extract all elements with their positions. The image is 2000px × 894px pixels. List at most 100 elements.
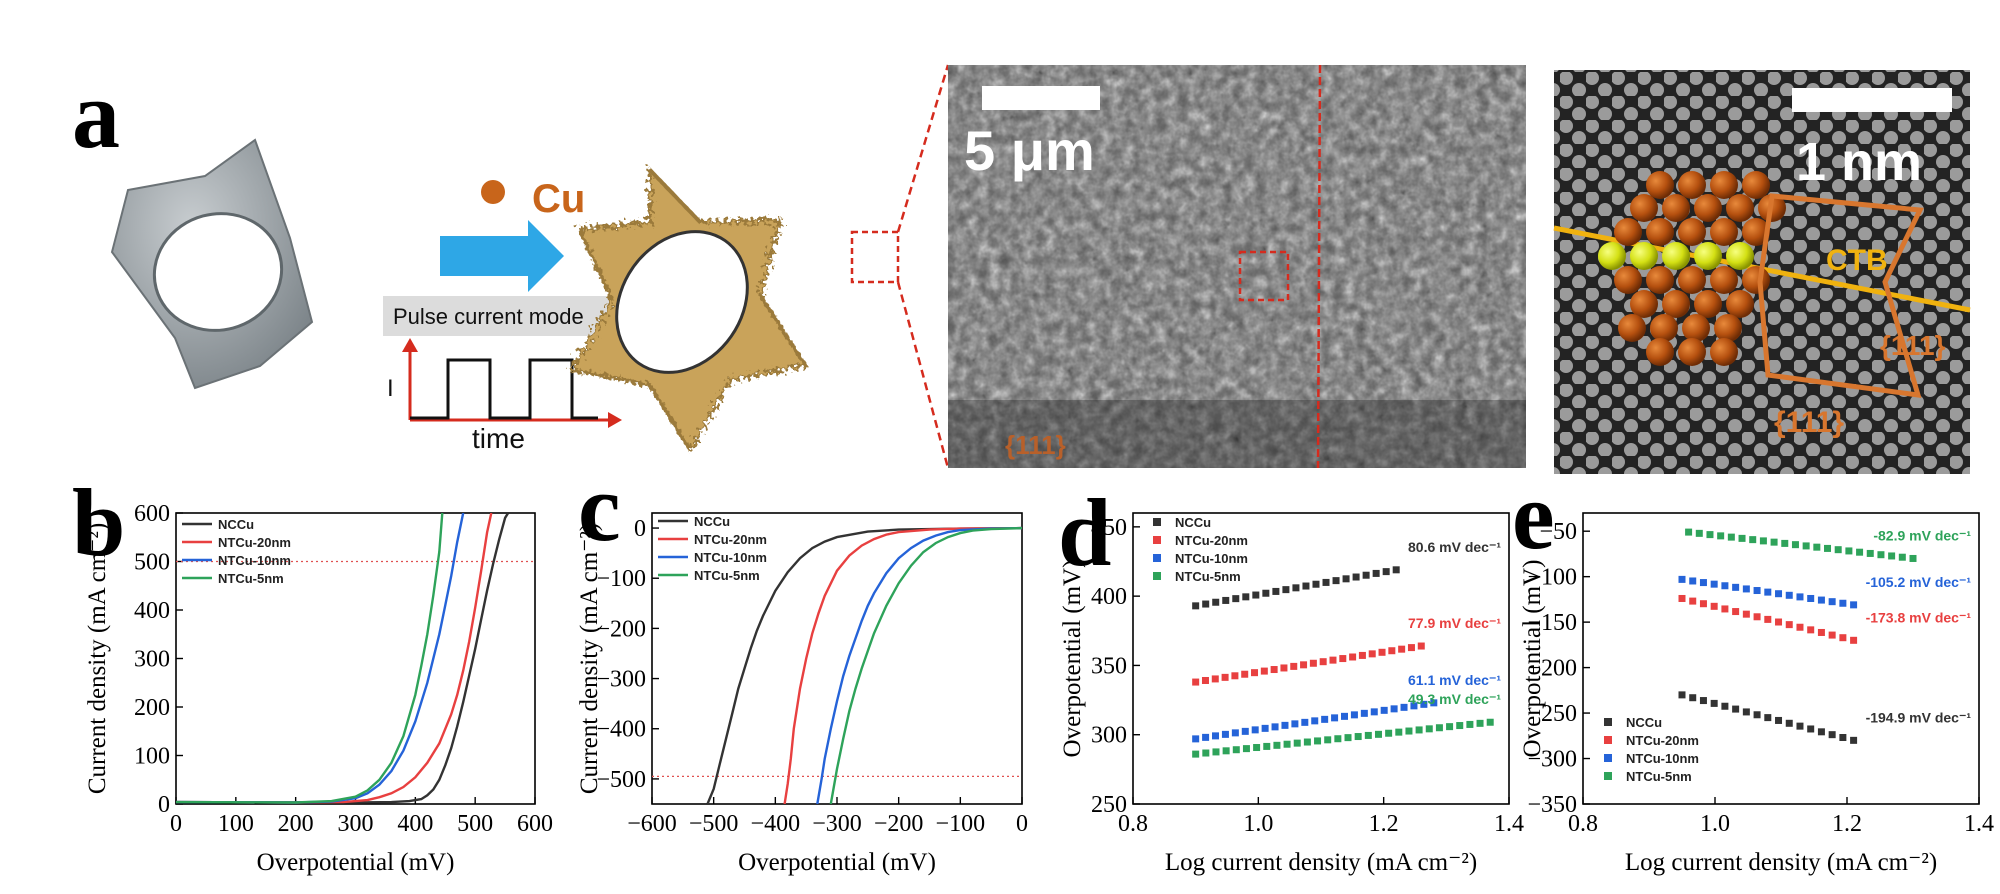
data-point-nccu [1689, 694, 1697, 702]
boundary-atom [1598, 242, 1626, 270]
data-point-nccu [1678, 691, 1686, 699]
y-tick-label: 100 [134, 744, 170, 770]
x-tick-label: 1.2 [1832, 811, 1862, 837]
data-point-ntcu-5nm [1845, 547, 1853, 555]
data-point-ntcu-20nm [1828, 631, 1836, 639]
data-point-ntcu-5nm [1717, 532, 1725, 540]
data-point-nccu [1796, 722, 1804, 730]
pulse-mode-box [383, 296, 633, 336]
data-point-ntcu-10nm [1261, 724, 1269, 732]
data-point-ntcu-10nm [1828, 598, 1836, 606]
chart-b: 0 100 200 300 400 500 600 0 100 200 300 400 500 600 Ov… [84, 501, 553, 876]
data-point-ntcu-20nm [1211, 675, 1219, 683]
twin-outline-graphic [1757, 193, 1924, 398]
x-tick-label: 1.0 [1243, 811, 1273, 837]
data-point-nccu [1242, 593, 1250, 601]
data-point-ntcu-20nm [1270, 666, 1278, 674]
x-tick-label: 0.8 [1118, 811, 1148, 837]
x-tick-label: 0 [1016, 811, 1028, 837]
data-point-nccu [1807, 725, 1815, 733]
cu-atom [1678, 171, 1706, 199]
data-point-ntcu-5nm [1888, 552, 1896, 560]
data-point-ntcu-20nm [1192, 678, 1200, 686]
y-tick-label: −500 [596, 767, 646, 793]
data-point-ntcu-5nm [1706, 531, 1714, 539]
data-point-ntcu-10nm [1400, 703, 1408, 711]
pulse-waveform-graphic [402, 338, 622, 428]
data-point-nccu [1392, 566, 1400, 574]
zoom-line-bottom [896, 281, 950, 469]
data-point-ntcu-10nm [1271, 723, 1279, 731]
data-point-ntcu-5nm [1486, 718, 1494, 726]
data-point-ntcu-20nm [1378, 648, 1386, 656]
data-point-ntcu-10nm [1370, 708, 1378, 716]
cu-atom [1742, 171, 1770, 199]
data-point-ntcu-5nm [1695, 529, 1703, 537]
plot-area [1678, 528, 1917, 744]
data-point-ntcu-20nm [1358, 651, 1366, 659]
data-point-nccu [1721, 702, 1729, 710]
data-point-ntcu-10nm [1321, 715, 1329, 723]
data-point-nccu [1202, 600, 1210, 608]
cu-atom [1618, 314, 1646, 342]
legend: NCCu NTCu-20nm NTCu-10nm NTCu-5nm [658, 514, 767, 583]
data-point-ntcu-5nm [1303, 738, 1311, 746]
y-axis-label: Current density (mA cm⁻²) [84, 523, 111, 794]
data-point-ntcu-10nm [1699, 579, 1707, 587]
sem-zoom-box [1238, 250, 1290, 302]
data-point-ntcu-5nm [1395, 728, 1403, 736]
boundary-atom [1726, 242, 1754, 270]
x-tick-label: −600 [627, 811, 677, 837]
x-tick-label: 100 [218, 811, 254, 837]
data-point-ntcu-5nm [1813, 543, 1821, 551]
data-point-ntcu-20nm [1732, 608, 1740, 616]
x-tick-label: 500 [457, 811, 493, 837]
data-point-ntcu-5nm [1344, 734, 1352, 742]
panel-c-letter: c [578, 454, 621, 561]
tafel-slope-label: 80.6 mV dec⁻¹ [1408, 539, 1501, 555]
data-point-ntcu-10nm [1301, 718, 1309, 726]
y-tick-label: 0 [634, 516, 646, 542]
y-tick-label: −100 [1527, 565, 1577, 591]
cu-atom [1678, 266, 1706, 294]
data-point-ntcu-5nm [1802, 542, 1810, 550]
legend-entry: NCCu [694, 514, 730, 529]
data-point-ntcu-5nm [1425, 725, 1433, 733]
data-point-ntcu-10nm [1721, 582, 1729, 590]
cu-atom [1714, 314, 1742, 342]
x-tick-label: 0.8 [1568, 811, 1598, 837]
cu-atom [1646, 171, 1674, 199]
data-point-ntcu-5nm [1685, 528, 1693, 536]
data-point-ntcu-10nm [1764, 588, 1772, 596]
data-point-ntcu-20nm [1241, 670, 1249, 678]
data-point-nccu [1312, 580, 1320, 588]
data-point-ntcu-20nm [1329, 656, 1337, 664]
legend-entry: NTCu-5nm [1175, 569, 1241, 584]
y-tick-label: −200 [1527, 656, 1577, 682]
data-point-ntcu-10nm [1785, 591, 1793, 599]
x-tick-label: 1.0 [1700, 811, 1730, 837]
x-tick-label: −500 [689, 811, 739, 837]
data-point-nccu [1382, 568, 1390, 576]
x-axis-label: Overpotential (mV) [257, 849, 455, 876]
tafel-slope-label: -173.8 mV dec⁻¹ [1866, 609, 1972, 625]
data-point-nccu [1764, 714, 1772, 722]
sem-scale-bar [982, 86, 1100, 110]
series-line-ntcu-10nm [816, 526, 1022, 804]
cu-atom [1646, 266, 1674, 294]
data-point-ntcu-20nm [1764, 615, 1772, 623]
data-point-ntcu-10nm [1390, 705, 1398, 713]
current-axis-symbol: I [387, 375, 394, 402]
legend: NCCu NTCu-20nm NTCu-10nm NTCu-5nm [1604, 715, 1699, 784]
legend-entry: NCCu [1626, 715, 1662, 730]
y-tick-label: −200 [596, 616, 646, 642]
data-point-ntcu-10nm [1410, 702, 1418, 710]
data-point-ntcu-5nm [1232, 746, 1240, 754]
data-point-nccu [1785, 719, 1793, 727]
data-point-ntcu-10nm [1202, 733, 1210, 741]
legend-swatch [1604, 736, 1612, 744]
nickel-frame-graphic [110, 138, 314, 390]
data-point-nccu [1753, 711, 1761, 719]
data-point-ntcu-20nm [1349, 653, 1357, 661]
cu-atom [1742, 266, 1770, 294]
